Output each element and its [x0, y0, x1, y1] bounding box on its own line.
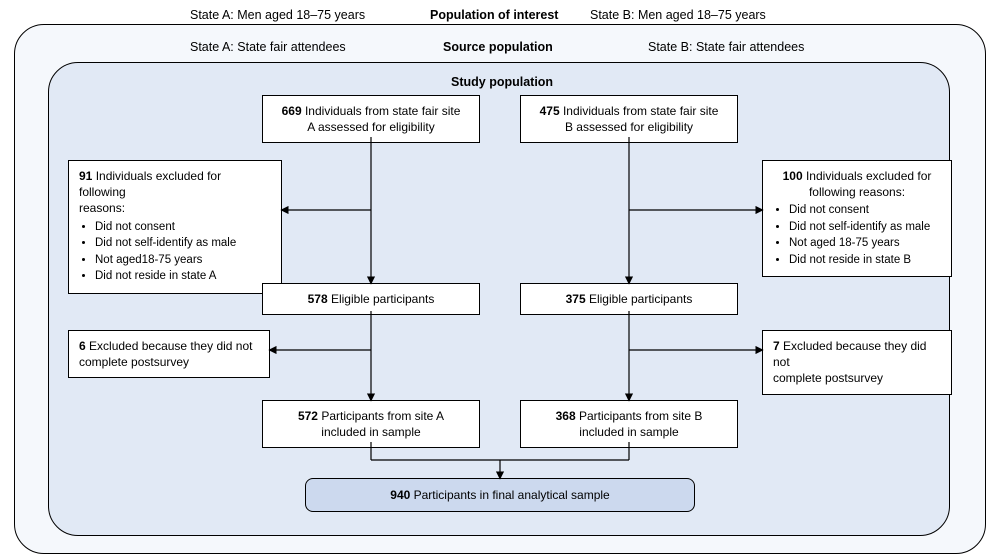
box-a-excluded-2: 6 Excluded because they did not complete… [68, 330, 270, 378]
box-a-sample: 572 Participants from site A included in… [262, 400, 480, 448]
source-population-label: Source population [443, 40, 553, 54]
txt-a-assessed-1: Individuals from state fair site [302, 104, 461, 118]
n-a-excl1: 91 [79, 169, 92, 183]
box-b-excluded-2: 7 Excluded because they did not complete… [762, 330, 952, 395]
box-a-excluded-1: 91 Individuals excluded for following re… [68, 160, 282, 294]
n-final: 940 [390, 488, 410, 502]
state-b-poi-label: State B: Men aged 18–75 years [590, 8, 766, 22]
n-a-sample: 572 [298, 409, 318, 423]
txt-b-assessed-1: Individuals from state fair site [560, 104, 719, 118]
txt-b-assessed-2: B assessed for eligibility [565, 120, 693, 134]
txt-a-excl1-1: Individuals excluded for following [79, 169, 221, 199]
n-b-assessed: 475 [540, 104, 560, 118]
txt-a-excl1-2: reasons: [79, 201, 125, 215]
reason-item: Did not self-identify as male [789, 220, 941, 236]
n-a-excl2: 6 [79, 339, 86, 353]
box-b-sample: 368 Participants from site B included in… [520, 400, 738, 448]
txt-a-sample-2: included in sample [321, 425, 420, 439]
n-b-excl1: 100 [783, 169, 803, 183]
reason-item: Did not reside in state B [789, 253, 941, 269]
n-b-excl2: 7 [773, 339, 780, 353]
box-a-assessed: 669 Individuals from state fair site A a… [262, 95, 480, 143]
study-population-inner [48, 62, 950, 536]
txt-b-excl2-1: Excluded because they did not [773, 339, 926, 369]
box-final: 940 Participants in final analytical sam… [305, 478, 695, 512]
n-b-eligible: 375 [566, 292, 586, 306]
txt-b-excl2-2: complete postsurvey [773, 371, 883, 385]
reason-item: Did not consent [95, 220, 271, 236]
txt-b-excl1-2: following reasons: [809, 185, 905, 199]
reason-item: Did not self-identify as male [95, 236, 271, 252]
txt-a-sample-1: Participants from site A [318, 409, 444, 423]
box-b-excluded-1: 100 Individuals excluded for following r… [762, 160, 952, 277]
state-a-poi-label: State A: Men aged 18–75 years [190, 8, 365, 22]
txt-a-excl2-1: Excluded because they did not [86, 339, 253, 353]
txt-b-sample-1: Participants from site B [576, 409, 703, 423]
reasons-a: Did not consentDid not self-identify as … [95, 220, 271, 285]
n-a-eligible: 578 [308, 292, 328, 306]
n-b-sample: 368 [556, 409, 576, 423]
n-a-assessed: 669 [282, 104, 302, 118]
reason-item: Did not consent [789, 203, 941, 219]
txt-a-assessed-2: A assessed for eligibility [307, 120, 434, 134]
txt-final: Participants in final analytical sample [410, 488, 609, 502]
txt-a-excl2-2: complete postsurvey [79, 355, 189, 369]
state-b-src-label: State B: State fair attendees [648, 40, 804, 54]
txt-a-eligible: Eligible participants [328, 292, 435, 306]
reasons-b: Did not consentDid not self-identify as … [789, 203, 941, 268]
reason-item: Did not reside in state A [95, 269, 271, 285]
study-population-label: Study population [451, 75, 553, 89]
box-b-eligible: 375 Eligible participants [520, 283, 738, 315]
txt-b-excl1-1: Individuals excluded for [803, 169, 932, 183]
population-of-interest-label: Population of interest [430, 8, 558, 22]
reason-item: Not aged18-75 years [95, 253, 271, 269]
state-a-src-label: State A: State fair attendees [190, 40, 346, 54]
txt-b-eligible: Eligible participants [586, 292, 693, 306]
box-b-assessed: 475 Individuals from state fair site B a… [520, 95, 738, 143]
box-a-eligible: 578 Eligible participants [262, 283, 480, 315]
txt-b-sample-2: included in sample [579, 425, 678, 439]
reason-item: Not aged 18-75 years [789, 236, 941, 252]
